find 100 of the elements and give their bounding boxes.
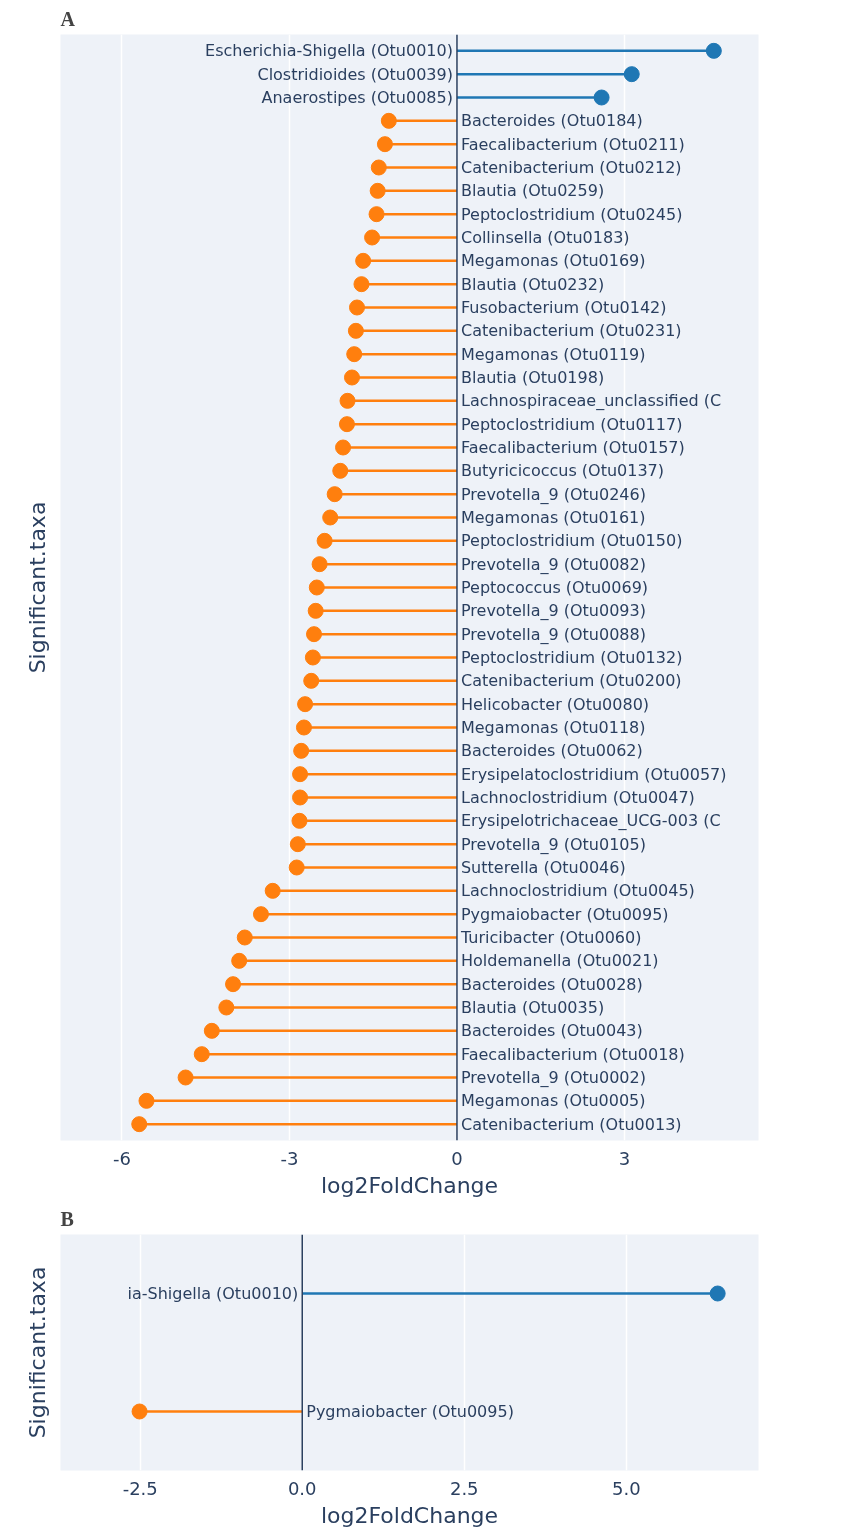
- category-label: Peptoclostridium (Otu0245): [460, 204, 683, 224]
- category-label: Lachnoclostridium (Otu0045): [460, 881, 695, 901]
- x-tick-label: 0.0: [287, 1477, 317, 1499]
- x-tick-label: 2.5: [449, 1477, 479, 1499]
- point: [177, 1069, 194, 1086]
- category-label: Peptoclostridium (Otu0132): [460, 648, 683, 667]
- category-label: Prevotella_9 (Otu0246): [460, 484, 646, 504]
- category-label: Catenibacterium (Otu0013): [460, 1114, 682, 1134]
- point: [231, 952, 248, 969]
- point: [376, 136, 393, 153]
- category-label: Peptoclostridium (Otu0117): [460, 414, 683, 434]
- x-tick-label: 0: [451, 1147, 463, 1169]
- chart-title: B: [60, 1207, 74, 1230]
- category-label: Helicobacter (Otu0080): [460, 694, 650, 714]
- category-label: Megamonas (Otu0169): [460, 251, 646, 271]
- category-label: Blautia (Otu0232): [460, 274, 605, 294]
- point: [368, 206, 385, 223]
- category-label: Bacteroides (Otu0062): [460, 741, 643, 761]
- point: [338, 416, 355, 433]
- point: [316, 532, 333, 549]
- category-label: Megamonas (Otu0005): [460, 1091, 646, 1111]
- category-label: Catenibacterium (Otu0200): [460, 671, 682, 691]
- x-tick-label: 5.0: [611, 1477, 641, 1499]
- point: [291, 812, 308, 829]
- category-label: Prevotella_9 (Otu0088): [460, 624, 646, 644]
- x-tick-label: -6: [112, 1147, 131, 1169]
- point: [355, 252, 372, 269]
- category-label: Blautia (Otu0035): [460, 998, 605, 1017]
- point: [225, 976, 242, 993]
- point: [311, 556, 328, 573]
- category-label: Pygmaiobacter (Otu0095): [460, 904, 669, 924]
- category-label: Peptoclostridium (Otu0150): [460, 531, 683, 551]
- point: [593, 89, 610, 106]
- x-axis-title: log2FoldChange: [320, 1502, 499, 1528]
- point: [306, 626, 323, 643]
- category-label: Faecalibacterium (Otu0018): [460, 1044, 685, 1064]
- category-label: Blautia (Otu0259): [460, 181, 605, 201]
- category-label: Prevotella_9 (Otu0082): [460, 554, 646, 574]
- point: [364, 229, 381, 246]
- point: [304, 649, 321, 666]
- point: [218, 999, 235, 1016]
- category-label: Faecalibacterium (Otu0211): [460, 134, 685, 154]
- category-label: Anaerostipes (Otu0085): [261, 88, 453, 107]
- point: [292, 789, 309, 806]
- point: [264, 882, 281, 899]
- category-label: Catenibacterium (Otu0231): [460, 321, 682, 341]
- point: [292, 766, 309, 783]
- point: [303, 672, 320, 689]
- point: [343, 369, 360, 386]
- category-label: Bacteroides (Otu0028): [460, 974, 643, 994]
- point: [335, 439, 352, 456]
- point: [307, 602, 324, 619]
- category-label: Lachnoclostridium (Otu0047): [460, 788, 695, 807]
- point: [131, 1116, 148, 1133]
- point: [308, 579, 325, 596]
- point: [339, 392, 356, 409]
- point: [293, 742, 310, 759]
- category-label: Fusobacterium (Otu0142): [460, 298, 667, 317]
- x-tick-label: -2.5: [122, 1477, 158, 1499]
- point: [193, 1046, 210, 1063]
- point: [203, 1022, 220, 1039]
- point: [322, 509, 339, 526]
- category-label: Blautia (Otu0198): [460, 368, 605, 387]
- category-label: Bacteroides (Otu0043): [460, 1021, 643, 1041]
- point: [349, 299, 366, 316]
- x-tick-label: -3: [280, 1147, 299, 1169]
- category-label: Megamonas (Otu0161): [460, 508, 646, 527]
- point: [380, 112, 397, 129]
- point: [347, 322, 364, 339]
- category-label: Collinsella (Otu0183): [460, 228, 630, 247]
- x-axis-title: log2FoldChange: [320, 1172, 499, 1198]
- category-label: Lachnospiraceae_unclassified (C: [460, 391, 722, 411]
- category-label: Megamonas (Otu0118): [460, 718, 646, 737]
- point: [252, 906, 269, 923]
- category-label: Clostridioides (Otu0039): [257, 64, 453, 84]
- point: [288, 859, 305, 876]
- category-label: Peptococcus (Otu0069): [460, 578, 649, 597]
- point: [369, 182, 386, 199]
- chart-title: A: [60, 7, 76, 30]
- point: [236, 929, 253, 946]
- category-label: Bacteroides (Otu0184): [460, 111, 643, 131]
- point: [138, 1092, 155, 1109]
- category-label: Erysipelotrichaceae_UCG-003 (C: [460, 811, 721, 831]
- y-tick-label: ia-Shigella (Otu0010): [127, 1284, 299, 1303]
- point: [370, 159, 387, 176]
- x-tick-label: 3: [618, 1147, 631, 1169]
- point: [326, 486, 343, 503]
- category-label: Prevotella_9 (Otu0002): [460, 1068, 646, 1087]
- point: [295, 719, 312, 736]
- point: [346, 346, 363, 363]
- category-label: Holdemanella (Otu0021): [460, 951, 659, 971]
- point: [705, 42, 722, 59]
- point: [332, 462, 349, 479]
- y-axis-title: Significant.taxa: [24, 1266, 50, 1439]
- category-label: Prevotella_9 (Otu0093): [460, 601, 646, 621]
- point: [353, 276, 370, 293]
- category-label: Faecalibacterium (Otu0157): [460, 438, 685, 457]
- category-label: Erysipelatoclostridium (Otu0057): [460, 764, 727, 784]
- category-label: Megamonas (Otu0119): [460, 344, 646, 364]
- point: [623, 66, 640, 83]
